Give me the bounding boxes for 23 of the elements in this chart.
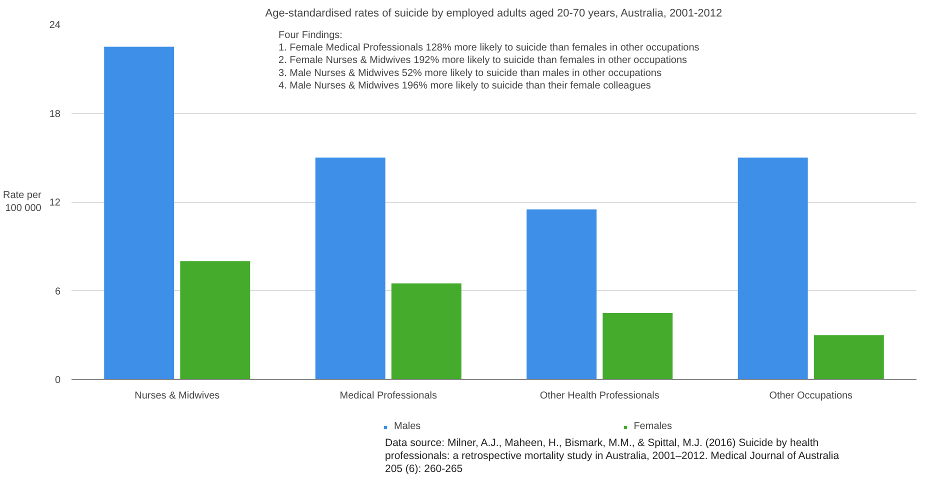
bar <box>738 158 808 380</box>
chart-title: Age-standardised rates of suicide by employed adults aged 20-70 years, Australia, 2001-2012 <box>265 8 722 20</box>
annotation: Four Findings: 1. Female Medical Professionals 128% more likely to suicide than females in other occupations 2. Female Nurses & Midwives 192% more likely to suicide than females in other occupations 3. Male Nurses & Midwives 52% more likely to suicide than males in other occupations 4. Male Nurses & Midwives 196% more likely to suicide than their female colleagues <box>278 30 700 92</box>
bar <box>180 261 250 380</box>
y-tick-label: 0 <box>54 375 61 386</box>
bar <box>814 335 884 380</box>
y-tick-label: 12 <box>49 198 61 208</box>
bar <box>526 209 597 380</box>
y-tick-label: 24 <box>49 20 61 31</box>
legend-label: Females <box>634 421 672 432</box>
bar <box>602 312 673 380</box>
bar <box>315 158 386 380</box>
x-tick-label: Other Occupations <box>769 390 853 402</box>
bar <box>391 283 462 380</box>
legend-label: Males <box>394 421 421 432</box>
y-axis-title: Rate per 100 000 <box>3 190 42 214</box>
source-note: Data source: Milner, A.J., Maheen, H., Bismark, M.M., & Spittal, M.J. (2016) Suicide by health professionals: a retrospective mortality study in Australia, 2001–2012. Medical Journal of Australia 205 (6): 260-265 <box>385 437 840 476</box>
y-tick-label: 6 <box>54 286 61 298</box>
y-tick-label: 18 <box>49 108 61 120</box>
x-tick-label: Nurses & Midwives <box>134 390 220 402</box>
bar <box>104 46 174 380</box>
x-tick-label: Other Health Professionals <box>540 390 660 402</box>
x-tick-label: Medical Professionals <box>340 390 438 402</box>
